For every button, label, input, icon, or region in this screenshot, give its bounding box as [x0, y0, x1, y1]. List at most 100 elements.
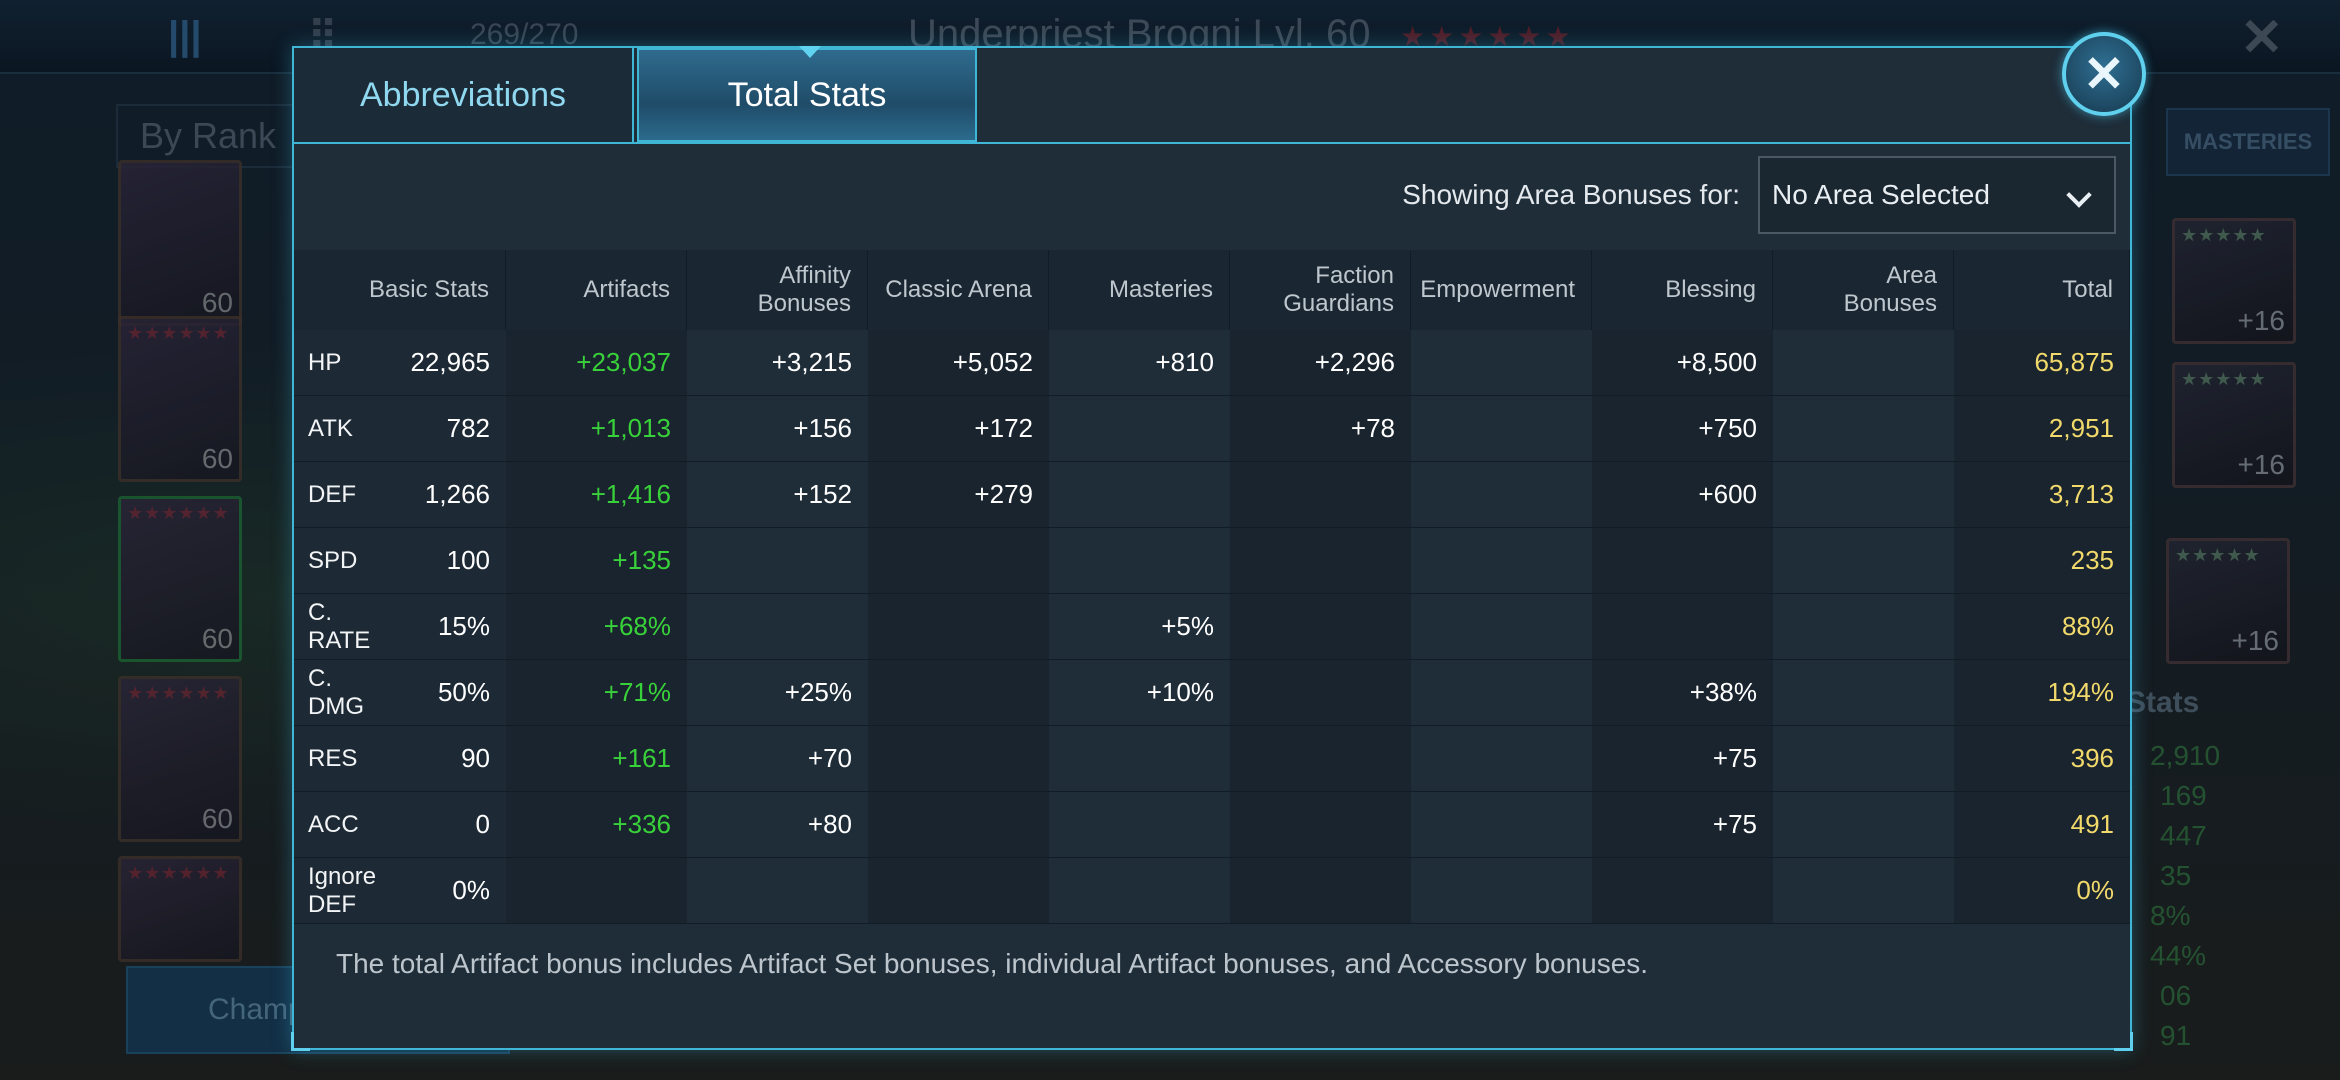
- close-icon[interactable]: ✕: [2062, 32, 2146, 116]
- stat-name: C. DMG: [294, 660, 384, 725]
- table-row: RES 90 +161 +70 +75 396: [294, 726, 2130, 792]
- stat-value: [1049, 858, 1230, 923]
- active-tab-indicator-icon: [799, 46, 821, 58]
- stat-value: [1592, 528, 1773, 593]
- stat-value: +71%: [506, 660, 687, 725]
- frame-corner-icon: [291, 1032, 310, 1051]
- stat-value: [1773, 792, 1954, 857]
- column-header: Faction Guardians: [1230, 250, 1411, 330]
- stat-value: +750: [1592, 396, 1773, 461]
- stat-value: [1049, 462, 1230, 527]
- table-row: ACC 0 +336 +80 +75 491: [294, 792, 2130, 858]
- column-header: Empowerment: [1411, 250, 1592, 330]
- champion-card[interactable]: ★★★★★★ 60: [118, 676, 242, 842]
- stat-value: 0%: [384, 858, 506, 923]
- stat-value: [868, 858, 1049, 923]
- stat-value: 782: [384, 396, 506, 461]
- total-value: 396: [1954, 726, 2130, 791]
- stat-value: [687, 594, 868, 659]
- screen-close-icon[interactable]: ✕: [2240, 9, 2284, 67]
- total-value: 235: [1954, 528, 2130, 593]
- stat-value: [1773, 594, 1954, 659]
- stat-value: [1411, 462, 1592, 527]
- chevron-down-icon: [2066, 182, 2092, 208]
- artifact-stars-icon: ★★★★★: [2181, 369, 2267, 389]
- stat-value: +600: [1592, 462, 1773, 527]
- stat-value: +161: [506, 726, 687, 791]
- rank-stars-icon: ★★★★★★: [127, 323, 230, 343]
- stat-value: [868, 726, 1049, 791]
- champion-card[interactable]: ★★★★★★: [118, 856, 242, 962]
- stat-value: [1230, 726, 1411, 791]
- stat-value: [1230, 462, 1411, 527]
- stat-value: [1049, 726, 1230, 791]
- total-value: 3,713: [1954, 462, 2130, 527]
- artifact-slot[interactable]: ★★★★★ +16: [2166, 538, 2290, 664]
- stat-value: [1411, 792, 1592, 857]
- area-select-dropdown[interactable]: No Area Selected: [1758, 156, 2116, 234]
- column-header: Blessing: [1592, 250, 1773, 330]
- stat-value: +2,296: [1230, 330, 1411, 395]
- stat-value: +1,416: [506, 462, 687, 527]
- stat-value: +5,052: [868, 330, 1049, 395]
- stats-table: Basic Stats Artifacts Affinity Bonuses Cl…: [294, 250, 2130, 924]
- champion-card[interactable]: ★★★★★★ 60: [118, 316, 242, 482]
- stat-value: [1773, 330, 1954, 395]
- stat-name: DEF: [294, 462, 384, 527]
- tab-total-stats[interactable]: Total Stats: [637, 48, 977, 142]
- stat-value: 50%: [384, 660, 506, 725]
- sort-dropdown[interactable]: By Rank: [116, 104, 312, 168]
- stat-name: HP: [294, 330, 384, 395]
- total-value: 0%: [1954, 858, 2130, 923]
- stat-value: [1411, 330, 1592, 395]
- area-select-value: No Area Selected: [1772, 179, 1990, 210]
- table-row: ATK 782 +1,013 +156 +172 +78 +750 2,951: [294, 396, 2130, 462]
- artifact-slot[interactable]: ★★★★★ +16: [2172, 362, 2296, 488]
- stat-value: [1230, 528, 1411, 593]
- stat-value: +135: [506, 528, 687, 593]
- total-value: 194%: [1954, 660, 2130, 725]
- stat-value: +75: [1592, 792, 1773, 857]
- list-view-icon[interactable]: |||: [168, 14, 202, 58]
- total-value: 2,951: [1954, 396, 2130, 461]
- stat-value: [1592, 858, 1773, 923]
- rank-stars-icon: ★★★★★★: [127, 503, 230, 523]
- stat-value: 100: [384, 528, 506, 593]
- column-header: Masteries: [1049, 250, 1230, 330]
- table-body: HP 22,965 +23,037 +3,215 +5,052 +810 +2,296 +8,…: [294, 330, 2130, 924]
- stat-name: SPD: [294, 528, 384, 593]
- stat-value: [1049, 528, 1230, 593]
- rank-stars-icon: ★★★★★★: [127, 683, 230, 703]
- champion-card[interactable]: 60: [118, 160, 242, 326]
- stat-value: +152: [793, 479, 852, 509]
- total-value: 65,875: [1954, 330, 2130, 395]
- table-row: C. RATE 15% +68% +5% 88%: [294, 594, 2130, 660]
- stat-value: [687, 528, 868, 593]
- artifact-stars-icon: ★★★★★: [2181, 225, 2267, 245]
- tab-abbreviations[interactable]: Abbreviations: [294, 48, 634, 142]
- stat-value: [868, 660, 1049, 725]
- modal-tabs: Abbreviations Total Stats: [294, 46, 2130, 144]
- table-row: C. DMG 50% +71% +25% +10% +38% 194%: [294, 660, 2130, 726]
- stat-value: +156: [793, 413, 852, 443]
- stat-value: 22,965: [384, 330, 506, 395]
- table-row: DEF 1,266 +1,416 +152 +279 +600 3,713: [294, 462, 2130, 528]
- masteries-tab[interactable]: MASTERIES: [2166, 108, 2330, 176]
- stat-value: 1,266: [384, 462, 506, 527]
- stat-value: [506, 858, 687, 923]
- stat-value: [1230, 792, 1411, 857]
- champion-card-selected[interactable]: ★★★★★★ 60: [118, 496, 242, 662]
- stat-value: [1773, 726, 1954, 791]
- stat-name: RES: [294, 726, 384, 791]
- column-header: Classic Arena: [868, 250, 1049, 330]
- artifact-slot[interactable]: ★★★★★ +16: [2172, 218, 2296, 344]
- stat-value: +1,013: [506, 396, 687, 461]
- stat-value: [687, 858, 868, 923]
- stat-value: [1411, 858, 1592, 923]
- stat-value: [1773, 858, 1954, 923]
- artifact-footnote: The total Artifact bonus includes Artifa…: [336, 948, 1649, 979]
- stat-value: +172: [868, 396, 1049, 461]
- stat-value: +336: [506, 792, 687, 857]
- stat-value: [1411, 660, 1592, 725]
- stat-name: Ignore DEF: [294, 858, 384, 923]
